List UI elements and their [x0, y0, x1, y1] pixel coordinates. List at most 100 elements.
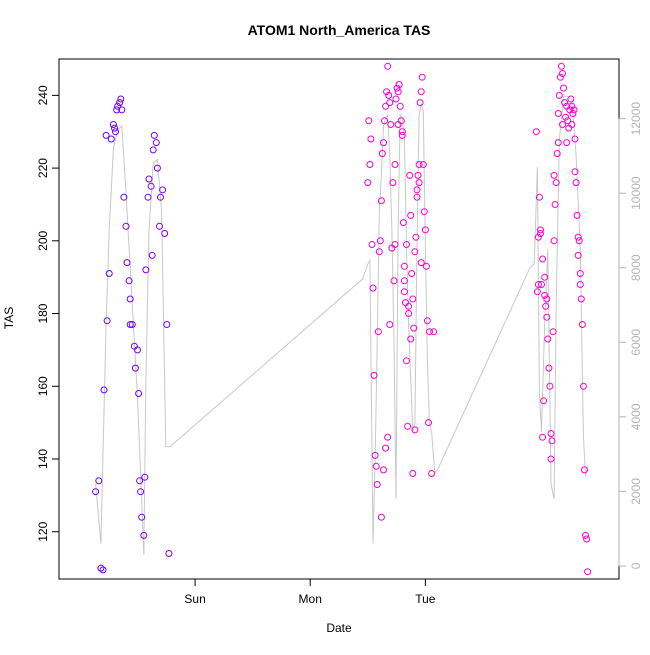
- tas-point: [582, 531, 589, 539]
- tas-point: [553, 150, 561, 157]
- tas-point: [392, 95, 400, 103]
- tas-point: [410, 324, 418, 332]
- tas-point: [548, 437, 556, 445]
- tas-point: [568, 121, 576, 128]
- y-tick-label: 220: [36, 158, 50, 178]
- tas-point: [92, 488, 100, 496]
- tas-point: [149, 146, 157, 154]
- tas-point: [112, 128, 119, 136]
- y-tick-label: 120: [36, 521, 50, 541]
- tas-point: [384, 62, 392, 70]
- tas-point: [109, 121, 117, 128]
- tas-point: [543, 313, 551, 321]
- tas-point: [147, 182, 155, 190]
- tas-point: [537, 226, 544, 234]
- tas-point: [409, 470, 417, 477]
- points-layer: [92, 62, 592, 576]
- y2-tick-label: 8000: [629, 254, 643, 281]
- tas-point: [543, 295, 551, 303]
- tas-point: [105, 270, 113, 277]
- tas-point: [138, 513, 146, 521]
- y2-tick-label: 4000: [629, 403, 643, 430]
- tas-point: [163, 321, 171, 328]
- tas-point: [534, 281, 542, 288]
- tas-point: [415, 161, 423, 168]
- tas-point: [386, 321, 394, 328]
- tas-point: [408, 270, 416, 277]
- tas-point: [376, 237, 384, 245]
- tas-point: [118, 106, 126, 114]
- tas-point: [570, 106, 578, 114]
- tas-point: [128, 321, 136, 328]
- tas-point: [551, 201, 559, 208]
- y-tick-label: 160: [36, 376, 50, 396]
- tas-point: [142, 266, 150, 274]
- y2-tick-label: 0: [629, 562, 643, 569]
- tas-point: [568, 102, 576, 110]
- tas-point: [391, 161, 399, 168]
- tas-point: [97, 564, 105, 572]
- tas-point: [372, 462, 380, 470]
- tas-point: [539, 255, 547, 263]
- tas-point: [114, 102, 122, 110]
- tas-point: [373, 481, 381, 488]
- tas-point: [411, 248, 419, 256]
- tas-point: [550, 171, 558, 179]
- tas-point: [567, 95, 575, 103]
- tas-point: [150, 131, 158, 139]
- tas-point: [377, 513, 385, 521]
- tas-point: [559, 70, 566, 77]
- tas-point: [406, 171, 414, 179]
- y-axis-label: TAS: [2, 307, 16, 329]
- tas-point: [428, 470, 436, 477]
- tas-point: [148, 251, 156, 259]
- x-tick-label: Sun: [184, 592, 205, 606]
- tas-point: [397, 117, 405, 125]
- tas-point: [555, 91, 563, 99]
- plot-frame: [58, 58, 620, 580]
- tas-point: [368, 241, 376, 248]
- tas-point: [534, 233, 542, 241]
- tas-point: [415, 179, 423, 187]
- tas-point: [382, 444, 390, 452]
- tas-point: [400, 277, 408, 285]
- tas-point: [416, 99, 424, 107]
- tas-point: [95, 477, 103, 485]
- tas-point: [140, 531, 148, 539]
- tas-point: [116, 99, 124, 107]
- tas-point: [102, 131, 110, 139]
- tas-point: [364, 179, 372, 187]
- tas-point: [394, 121, 402, 128]
- tas-point: [430, 328, 438, 336]
- tas-point: [572, 179, 580, 187]
- tas-point: [99, 566, 107, 574]
- tas-point: [556, 73, 564, 81]
- chart-title: ATOM1 North_America TAS: [248, 22, 431, 38]
- tas-point: [371, 451, 379, 459]
- tas-point: [383, 88, 391, 96]
- axes-layer: Sun Mon Tue 120 140 160 180 200 220 240 0 2000 4000 6…: [36, 85, 643, 606]
- tas-point: [380, 139, 387, 147]
- tas-point: [394, 88, 402, 96]
- x-axis-label: Date: [326, 621, 352, 635]
- tas-point: [563, 139, 571, 147]
- tas-point: [569, 110, 577, 117]
- tas-point: [380, 466, 387, 474]
- tas-point: [425, 419, 432, 427]
- tas-point: [574, 251, 582, 259]
- tas-point: [144, 193, 152, 201]
- tas-point: [562, 113, 570, 121]
- y2-tick-label: 10000: [629, 176, 643, 210]
- tas-point: [423, 317, 431, 325]
- tas-point: [411, 426, 419, 434]
- tas-point: [407, 335, 415, 343]
- x-tick-label: Mon: [299, 592, 322, 606]
- tas-point: [399, 219, 407, 227]
- tas-point: [560, 84, 567, 92]
- altitude-layer: [95, 95, 589, 555]
- tas-point: [405, 302, 413, 310]
- tas-point: [549, 328, 557, 336]
- tas-point: [404, 422, 412, 430]
